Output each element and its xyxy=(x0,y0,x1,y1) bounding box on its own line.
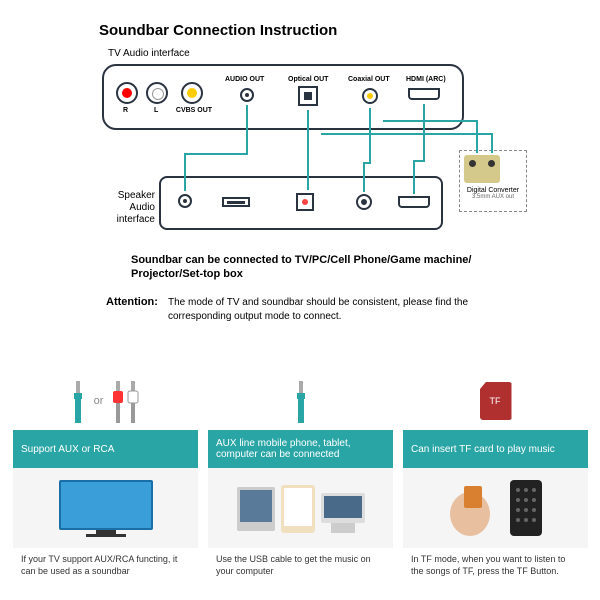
card-aux-rca: or Support AUX or RCA If your TV support… xyxy=(13,372,198,583)
tv-cvbs-port xyxy=(181,82,203,104)
card-aux-line: AUX line mobile phone, tablet, computer … xyxy=(208,372,393,583)
devices-icon xyxy=(231,475,371,541)
card1-footer: If your TV support AUX/RCA functing, it … xyxy=(13,548,198,583)
aux-jack-icon xyxy=(70,379,86,423)
card1-icon-area: or xyxy=(13,372,198,430)
tf-card-icon xyxy=(480,382,512,420)
digital-converter-box: Digital Converter 3.5mm AUX out xyxy=(459,150,527,212)
or-text: or xyxy=(94,395,104,407)
speaker-aux-port xyxy=(178,194,192,208)
tv-interface-label: TV Audio interface xyxy=(108,48,190,59)
conn-line-conv-v2 xyxy=(491,133,493,153)
conn-line-coax-v xyxy=(363,162,365,192)
card3-body xyxy=(403,468,588,548)
tv-optical-port xyxy=(298,86,318,106)
card3-header: Can insert TF card to play music xyxy=(403,430,588,468)
tv-audio-out-label: AUDIO OUT xyxy=(225,76,264,83)
speaker-interface-label: SpeakerAudio interface xyxy=(95,190,155,226)
tv-hdmi-port xyxy=(408,88,440,100)
card3-footer: In TF mode, when you want to listen to t… xyxy=(403,548,588,583)
card2-header: AUX line mobile phone, tablet, computer … xyxy=(208,430,393,468)
tv-coaxial-out-label: Coaxial OUT xyxy=(348,76,390,83)
rca-jack-icon xyxy=(111,379,141,423)
remote-icon xyxy=(506,476,546,540)
tv-optical-out-label: Optical OUT xyxy=(288,76,328,83)
conn-line-conv-h1 xyxy=(383,120,478,122)
card2-body xyxy=(208,468,393,548)
conn-line-aux-v xyxy=(184,153,186,191)
card-tf: Can insert TF card to play music In TF m… xyxy=(403,372,588,583)
conn-line-aux-h xyxy=(184,153,248,155)
tv-cvbs-label: CVBS OUT xyxy=(174,107,214,114)
tv-coaxial-port xyxy=(362,88,378,104)
conn-line-conv-h2 xyxy=(321,133,493,135)
tv-icon xyxy=(51,475,161,541)
conn-line-optical xyxy=(307,110,309,190)
conn-line-coax xyxy=(369,108,371,162)
conn-line-hdmi xyxy=(423,104,425,160)
speaker-rca-port xyxy=(356,194,372,210)
card2-icon-area xyxy=(208,372,393,430)
page-title: Soundbar Connection Instruction xyxy=(99,22,337,39)
attention-text-2: corresponding output mode to connect. xyxy=(168,311,341,322)
conn-line-aux xyxy=(246,105,248,153)
attention-label: Attention: xyxy=(106,296,158,308)
tv-rca-r-label: R xyxy=(123,107,128,114)
cards-row: or Support AUX or RCA If your TV support… xyxy=(13,372,588,583)
conn-line-hdmi-v xyxy=(413,160,415,194)
attention-text-1: The mode of TV and soundbar should be co… xyxy=(168,297,468,308)
speaker-usb-port xyxy=(222,197,250,207)
tv-hdmi-arc-label: HDMI (ARC) xyxy=(406,76,446,83)
desc-line-1b: Projector/Set-top box xyxy=(131,268,243,280)
speaker-hdmi-port xyxy=(398,196,430,208)
hand-tf-icon xyxy=(446,478,506,538)
tv-rca-l-port xyxy=(146,82,168,104)
card1-header: Support AUX or RCA xyxy=(13,430,198,468)
aux-jack-icon-2 xyxy=(293,379,309,423)
converter-icon xyxy=(464,155,500,183)
converter-label: Digital Converter xyxy=(460,187,526,194)
desc-line-1a: Soundbar can be connected to TV/PC/Cell … xyxy=(131,254,471,266)
conn-line-conv-v1 xyxy=(476,120,478,153)
tv-rca-r-port xyxy=(116,82,138,104)
card2-footer: Use the USB cable to get the music on yo… xyxy=(208,548,393,583)
tv-audio-out-port xyxy=(240,88,254,102)
tv-rca-l-label: L xyxy=(154,107,158,114)
speaker-optical-port xyxy=(296,193,314,211)
converter-sub: 3.5mm AUX out xyxy=(460,194,526,200)
card1-body xyxy=(13,468,198,548)
card3-icon-area xyxy=(403,372,588,430)
